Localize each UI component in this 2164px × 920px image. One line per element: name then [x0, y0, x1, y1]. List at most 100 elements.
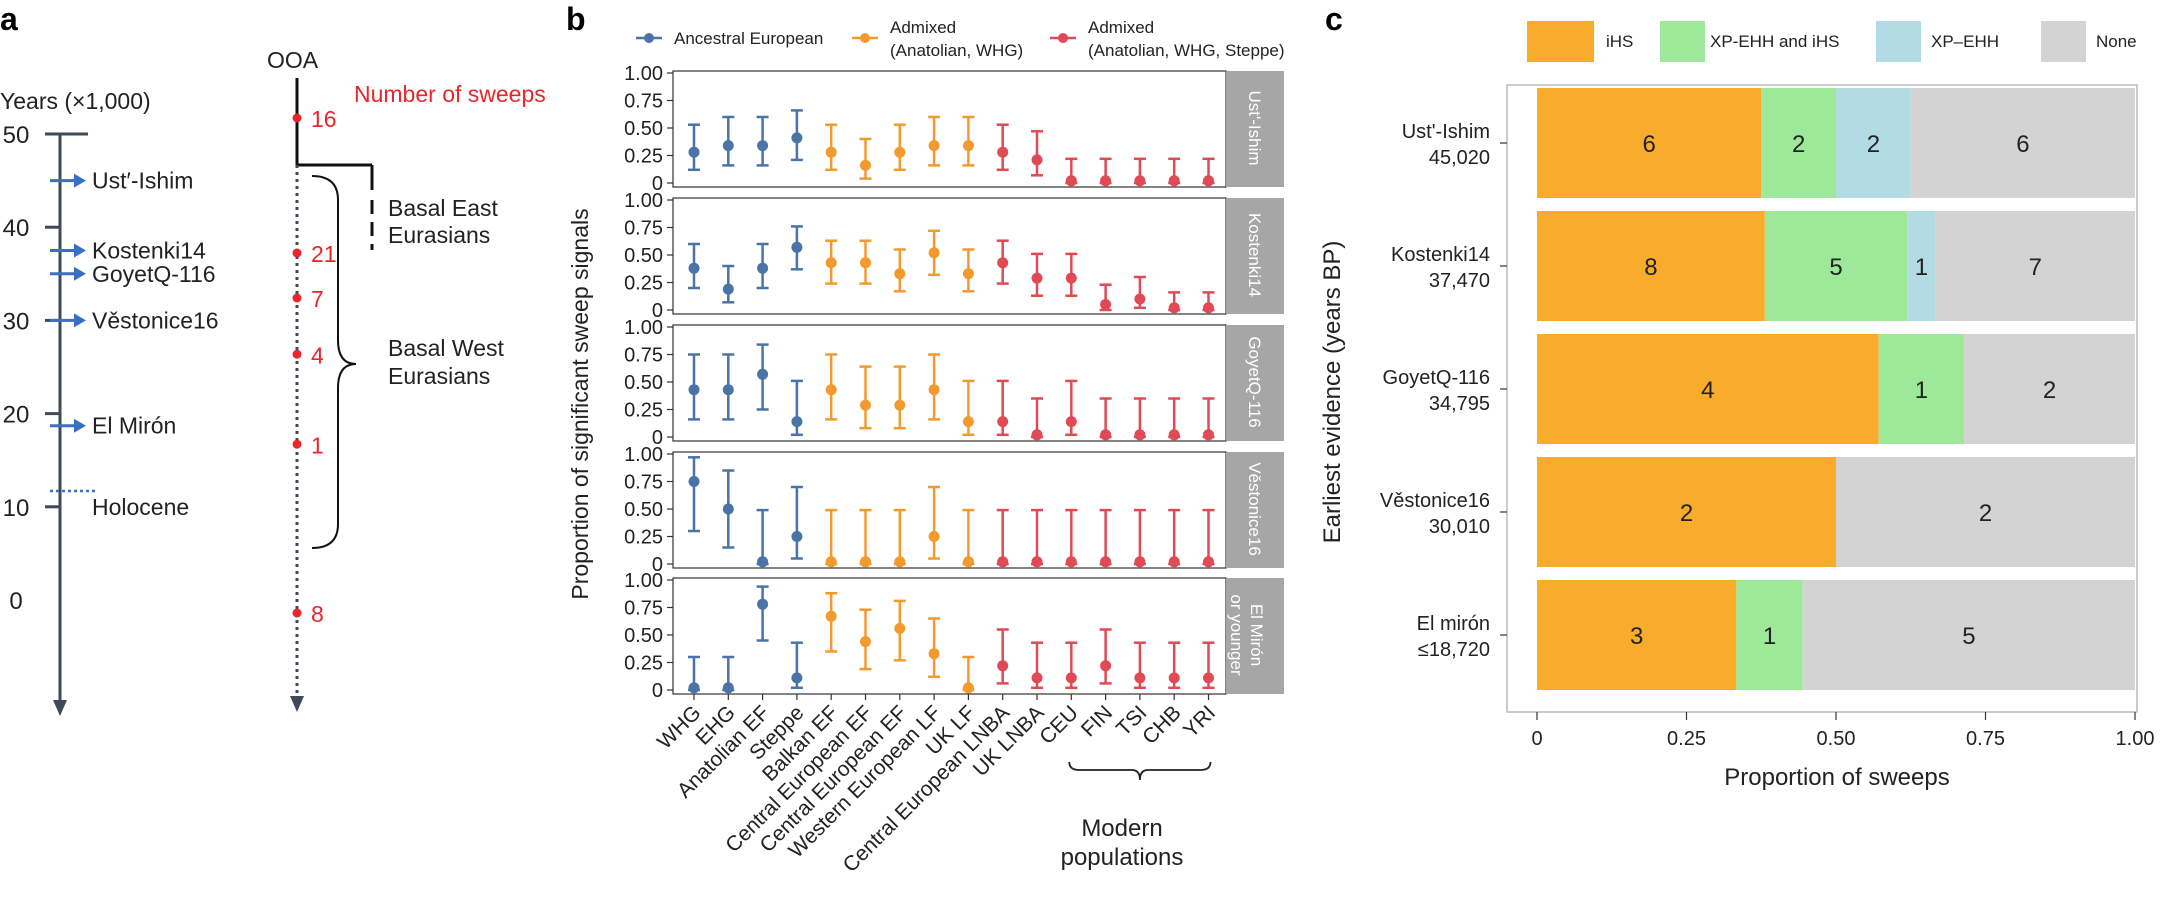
bar-segment-label: 6 — [2016, 131, 2029, 158]
y-tick-label: 0.75 — [624, 472, 663, 494]
legend-swatch — [1876, 21, 1921, 62]
facet-strip-label: Kostenki14 — [1245, 213, 1264, 297]
bar-segment — [1836, 88, 1911, 198]
point — [928, 247, 940, 259]
y-tick-label: 0.75 — [624, 345, 663, 367]
panel-letter-a: a — [0, 1, 18, 37]
y-tick-label: 0.50 — [624, 499, 663, 521]
sweep-count-label: 21 — [311, 241, 337, 267]
bar-segment-label: 6 — [1642, 131, 1655, 158]
row-name-label: Věstonice16 — [1380, 490, 1490, 512]
sweep-count-label: 16 — [311, 106, 337, 132]
point — [1134, 175, 1146, 187]
point — [791, 132, 803, 144]
y-tick-label: 1.00 — [624, 190, 663, 212]
facet-strip — [1226, 71, 1284, 187]
y-tick-label: 0.50 — [624, 372, 663, 394]
sweep-dot — [292, 608, 302, 618]
legend-label: Admixed — [1088, 18, 1154, 37]
sweep-dot — [292, 293, 302, 303]
sweep-dot — [292, 349, 302, 359]
bar-segment-label: 5 — [1962, 623, 1975, 650]
point — [688, 476, 700, 487]
point — [894, 146, 906, 158]
point — [1100, 660, 1112, 672]
point — [791, 531, 803, 542]
bar-segment — [1537, 457, 1836, 567]
point — [1031, 272, 1043, 284]
point — [757, 598, 769, 610]
bar-segment-label: 1 — [1915, 377, 1928, 404]
sweep-count-label: 4 — [311, 342, 324, 368]
facet-strip-label: GoyetQ-116 — [1245, 336, 1264, 427]
point — [722, 140, 734, 152]
basal-east-label-line2: Eurasians — [388, 222, 490, 248]
bar-segment-label: 5 — [1829, 254, 1842, 281]
y-tick-label: 0.50 — [624, 625, 663, 647]
bar-segment-label: 3 — [1630, 623, 1643, 650]
bar-segment-label: 2 — [2043, 377, 2056, 404]
sample-arrowhead — [74, 266, 86, 281]
legend-label: XP–EHH — [1931, 32, 1999, 51]
west-lineage-arrowhead — [290, 696, 304, 712]
point — [1134, 293, 1146, 305]
ooa-tree: OOA Number of sweeps Basal East Eurasian… — [267, 47, 546, 712]
modern-label-line1: Modern — [1081, 815, 1162, 842]
point — [757, 140, 769, 152]
point — [825, 146, 837, 158]
row-years-label: 45,020 — [1429, 147, 1490, 169]
legend-swatch — [1660, 21, 1705, 62]
point — [894, 622, 906, 634]
y-tick-label: 0 — [652, 554, 663, 576]
point — [1134, 672, 1146, 684]
y-tick-label: 1.00 — [624, 63, 663, 85]
point — [928, 648, 940, 660]
bar-segment-label: 2 — [1680, 500, 1693, 527]
sweep-count-label: 1 — [311, 432, 324, 458]
row-years-label: 37,470 — [1429, 270, 1490, 292]
x-tick-label: 1.00 — [2116, 728, 2155, 750]
point — [1100, 556, 1112, 568]
facet-strip-label-2: or younger — [1227, 594, 1246, 676]
bar-segment — [1764, 211, 1908, 321]
row-years-label: 30,010 — [1429, 516, 1490, 538]
sample-label: Ust′-Ishim — [92, 168, 193, 194]
panel-a-timeline: Years (×1,000) 50 40 30 20 10 0 Ust′-Ishim Kos… — [0, 47, 546, 716]
sweep-dot — [292, 439, 302, 449]
point — [1031, 556, 1043, 568]
y-tick-label: 0.25 — [624, 273, 663, 295]
legend-dot — [1058, 33, 1068, 43]
facet-strip-label: El Mirón — [1247, 604, 1266, 666]
x-tick-label: FIN — [1077, 701, 1117, 741]
point — [688, 384, 700, 396]
bar-segment — [1964, 334, 2135, 444]
point — [928, 531, 940, 542]
x-tick-label: 0.75 — [1966, 728, 2005, 750]
facet-strip-label: Ust'-Ishim — [1245, 90, 1264, 165]
y-tick-label: 1.00 — [624, 317, 663, 339]
bar-segment — [1761, 88, 1836, 198]
point — [962, 268, 974, 280]
y-tick-label: 0.25 — [624, 527, 663, 549]
point — [1203, 302, 1214, 314]
legend-label: Ancestral European — [674, 29, 823, 48]
bar-segment-label: 2 — [1792, 131, 1805, 158]
facet-frame — [672, 197, 1227, 315]
point — [860, 257, 871, 269]
point — [997, 257, 1009, 269]
sweep-dot — [292, 113, 302, 123]
point — [722, 384, 734, 396]
panel-c-legend: iHS XP-EHH and iHS XP–EHH None — [1527, 21, 2137, 62]
facet-strip — [1226, 578, 1284, 694]
point — [825, 257, 837, 269]
sample-label: Věstonice16 — [92, 307, 219, 333]
row-years-label: 34,795 — [1429, 393, 1490, 415]
point — [962, 556, 974, 568]
panel-c-bars: 6 2 2 6 Ust'-Ishim 45,020 8 5 1 7 Kostenki14 37,470… — [1380, 88, 2135, 690]
row-name-label: El mirón — [1417, 613, 1490, 635]
y-tick-label: 0.50 — [624, 118, 663, 140]
bar-segment — [1537, 334, 1879, 444]
bar-segment — [1736, 580, 1803, 690]
panel-c-plot-frame — [1506, 84, 2138, 713]
